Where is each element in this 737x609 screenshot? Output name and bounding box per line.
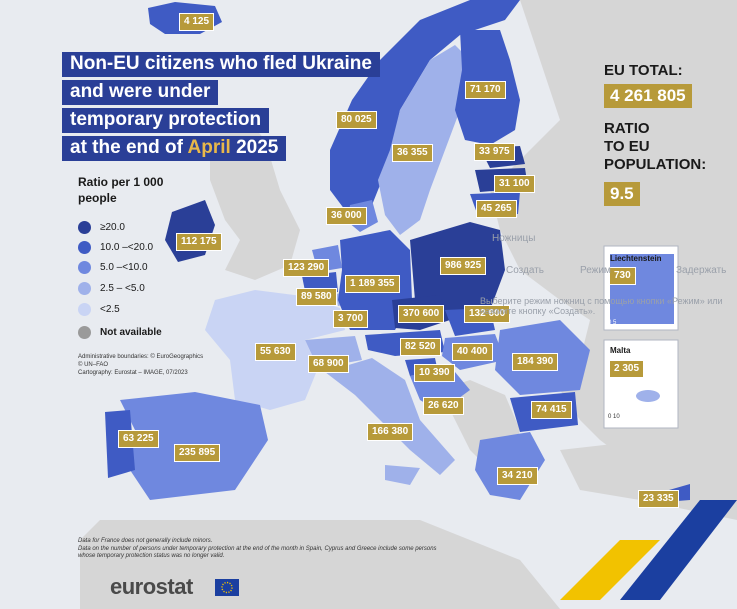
title-line-1: Non-EU citizens who fled Ukraine: [62, 52, 380, 77]
ratio-heading-3: POPULATION:: [604, 156, 707, 173]
legend-item: ≥20.0: [78, 219, 125, 235]
legend-item: 2.5 – <5.0: [78, 280, 145, 296]
label-bulgaria: 74 415: [531, 401, 572, 419]
label-denmark: 36 000: [326, 207, 367, 225]
ratio-heading-1: RATIO: [604, 120, 650, 137]
label-sweden: 36 355: [392, 144, 433, 162]
credit-line-3: Cartography: Eurostat – IMAGE, 07/2023: [78, 370, 188, 376]
label-germany: 1 189 355: [345, 275, 400, 293]
label-italy: 166 380: [367, 423, 414, 441]
label-croatia: 26 620: [423, 397, 464, 415]
legend-label: ≥20.0: [100, 222, 125, 234]
eu-total-value: 4 261 805: [604, 84, 692, 108]
credit-line-2: © UN–FAO: [78, 362, 109, 368]
legend-item: 5.0 –<10.0: [78, 259, 148, 275]
label-portugal: 63 225: [118, 430, 159, 448]
title-line-4: at the end of April 2025: [62, 136, 287, 161]
sweden-shape: [378, 45, 470, 235]
label-france: 55 630: [255, 343, 296, 361]
malta-inset-box: [603, 339, 679, 429]
legend-label: 10.0 –<20.0: [100, 242, 154, 254]
eurostat-logo: eurostat: [110, 574, 193, 599]
footnote-1: Data for France does not generally inclu…: [78, 538, 213, 544]
eu-total-heading: EU TOTAL:: [604, 62, 683, 79]
label-finland: 71 170: [465, 81, 506, 99]
title-line-4-prefix: at the end of: [70, 137, 183, 158]
liechtenstein-inset-shape: [610, 254, 674, 324]
label-belgium: 89 580: [296, 288, 337, 306]
non-eu-africa: [80, 520, 560, 609]
overlay-scissors: Ножницы: [492, 233, 536, 244]
overlay-create: Создать: [506, 265, 545, 276]
legend-item: <2.5: [78, 301, 120, 317]
label-latvia: 31 100: [494, 175, 535, 193]
label-ireland: 112 175: [176, 233, 222, 251]
label-cyprus: 23 335: [638, 490, 679, 508]
eu-flag-icon: [215, 579, 239, 596]
label-spain: 235 895: [174, 444, 221, 462]
label-austria: 82 520: [400, 338, 441, 356]
legend-label: 5.0 –<10.0: [100, 262, 148, 274]
legend-swatch: [78, 221, 91, 235]
liechtenstein-scale: 0 5: [608, 320, 617, 326]
label-poland: 986 925: [440, 257, 487, 275]
legend-label: <2.5: [100, 304, 120, 316]
legend-item: 10.0 –<20.0: [78, 239, 154, 255]
non-eu-turkey: [560, 430, 737, 520]
label-switzerland: 68 900: [308, 355, 349, 373]
label-slovakia: 132 600: [464, 305, 511, 323]
label-lithuania: 45 265: [476, 200, 517, 218]
label-iceland: 4 125: [179, 13, 215, 31]
label-liechtenstein: 730: [609, 267, 636, 285]
overlay-delay: Задержать: [676, 265, 727, 276]
italy-shape: [325, 358, 455, 485]
label-netherlands: 123 290: [283, 259, 330, 277]
norway-shape: [330, 0, 520, 210]
ratio-value: 9.5: [604, 182, 640, 206]
label-malta: 2 305: [609, 360, 645, 378]
legend-swatch: [78, 326, 91, 340]
footnote-2: Data on the number of persons under temp…: [78, 546, 437, 559]
overlay-hint: Выберите режим ножниц с помощью кнопки «…: [480, 296, 723, 316]
label-czechia: 370 600: [398, 305, 445, 323]
ratio-heading-2: TO EU: [604, 138, 650, 155]
overlay-mode: Режим: [580, 265, 611, 276]
malta-inset-title: Malta: [610, 346, 631, 355]
legend-title: Ratio per 1 000 people: [78, 175, 164, 205]
legend-swatch: [78, 303, 91, 317]
malta-scale: 0 10: [608, 414, 620, 420]
legend-item: Not available: [78, 324, 162, 340]
label-estonia: 33 975: [474, 143, 515, 161]
title-line-2: and were under: [62, 80, 219, 105]
title-year: 2025: [236, 137, 279, 158]
legend-swatch: [78, 261, 91, 275]
title-month: April: [187, 137, 231, 158]
label-romania: 184 390: [512, 353, 559, 371]
title-line-3: temporary protection: [62, 108, 270, 133]
liechtenstein-inset-title: Liechtenstein: [610, 254, 662, 263]
label-greece: 34 210: [497, 467, 538, 485]
label-norway: 80 025: [336, 111, 377, 129]
legend-swatch: [78, 241, 91, 255]
legend-label: Not available: [100, 327, 162, 339]
legend-label: 2.5 – <5.0: [100, 283, 145, 295]
label-slovenia: 10 390: [414, 364, 455, 382]
label-luxembourg: 3 700: [333, 310, 369, 328]
malta-inset-shape: [636, 390, 660, 402]
legend-swatch: [78, 282, 91, 296]
decor-stripe-blue: [620, 500, 737, 600]
label-hungary: 40 400: [452, 343, 493, 361]
decor-stripe-yellow: [560, 540, 660, 600]
credit-line-1: Administrative boundaries: © EuroGeograp…: [78, 354, 204, 360]
